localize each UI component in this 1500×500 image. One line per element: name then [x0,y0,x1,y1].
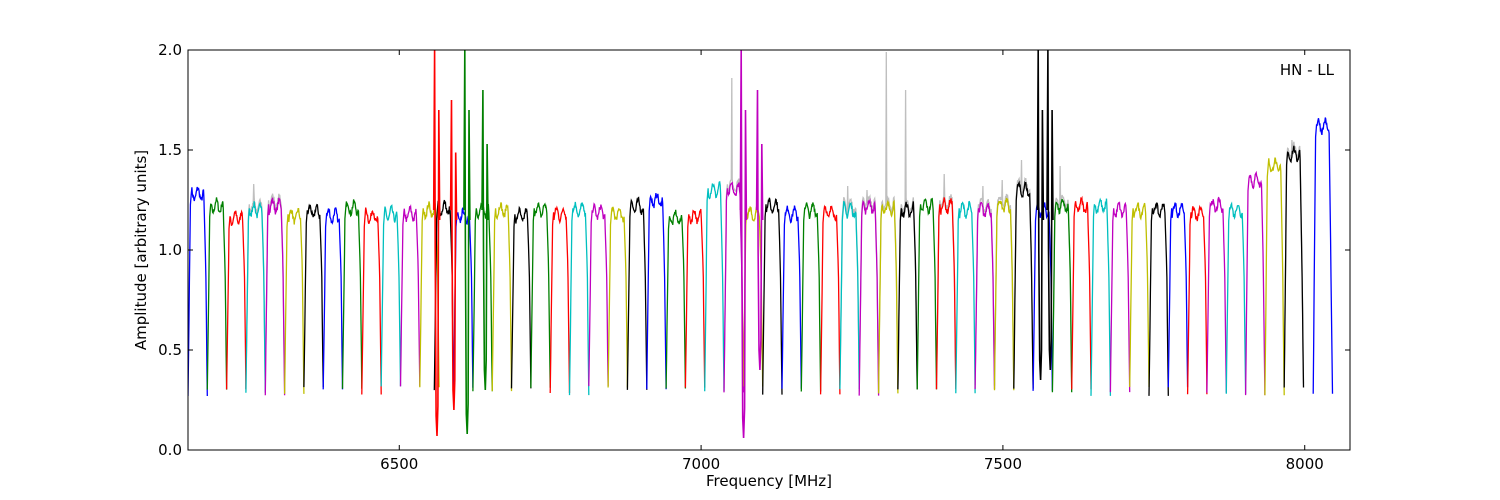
channel-trace-40 [955,200,976,394]
channel-trace-17 [510,205,532,389]
channel-trace-8 [341,199,363,389]
channel-trace-45 [1051,198,1073,393]
channel-trace-18 [530,201,551,388]
y-tick-label: 1.0 [158,241,182,259]
channel-trace-2 [225,209,247,390]
channel-trace-26 [684,208,706,388]
rfi-spike-3 [481,89,489,391]
channel-trace-13 [433,199,455,391]
rfi-spike-2 [463,50,471,435]
channel-trace-37 [897,201,918,390]
channel-trace-43 [1013,180,1034,389]
rfi-spike-6 [1036,50,1045,381]
x-axis-ticks: 6500 7000 7500 8000 [380,50,1324,473]
channel-trace-53 [1206,196,1227,393]
x-tick-label: 7500 [984,455,1022,473]
channel-trace-25 [665,209,687,389]
channel-trace-36 [877,199,899,394]
channel-trace-27 [704,180,725,392]
channel-trace-1 [206,197,228,390]
rfi-spike-traces [432,50,1054,439]
channel-trace-24 [646,193,667,390]
channel-trace-16 [491,202,513,392]
channel-trace-20 [568,201,590,396]
channel-trace-4 [264,197,286,396]
channel-trace-5 [283,208,305,394]
channel-trace-50 [1148,202,1169,396]
channel-trace-46 [1071,195,1092,390]
channel-trace-19 [549,205,571,394]
channel-trace-48 [1109,201,1131,393]
chart-annotation: HN - LL [1280,61,1335,79]
rfi-spike-4 [739,50,748,439]
channel-trace-55 [1244,170,1266,396]
y-axis-ticks: 0.0 0.5 1.0 1.5 2.0 [158,41,1350,459]
channel-trace-0 [188,186,208,397]
x-tick-label: 7000 [682,455,720,473]
channel-trace-49 [1129,202,1150,388]
rfi-spike-0 [432,50,441,437]
channel-trace-6 [303,203,324,388]
channel-trace-35 [858,198,880,396]
channel-trace-41 [974,201,996,390]
y-tick-label: 0.5 [158,341,182,359]
x-tick-label: 8000 [1286,455,1324,473]
channel-trace-33 [819,204,841,395]
channel-trace-39 [935,197,957,390]
rfi-spike-1 [449,99,458,411]
channel-trace-10 [380,204,402,387]
channel-trace-58 [1312,117,1334,394]
channel-trace-3 [245,201,266,393]
rfi-spike-5 [755,89,764,371]
channel-trace-9 [361,207,382,395]
channel-trace-51 [1167,202,1189,388]
channel-trace-42 [993,197,1015,391]
channel-trace-23 [626,196,648,390]
channel-trace-47 [1090,197,1112,396]
channel-trace-30 [762,197,783,395]
channel-trace-21 [588,202,609,387]
channel-trace-54 [1225,201,1247,394]
x-tick-label: 6500 [380,455,418,473]
channel-trace-38 [916,197,938,390]
rfi-spike-7 [1046,50,1054,371]
y-tick-label: 1.5 [158,141,182,159]
channel-trace-31 [781,205,802,389]
channel-trace-22 [607,206,629,388]
channel-trace-56 [1264,157,1285,396]
x-axis-label: Frequency [MHz] [706,472,832,490]
channel-trace-7 [322,207,344,390]
channel-trace-34 [839,200,860,390]
channel-trace-57 [1283,145,1305,388]
channel-trace-32 [800,202,822,392]
y-tick-label: 2.0 [158,41,182,59]
y-tick-label: 0.0 [158,441,182,459]
channel-trace-11 [399,204,421,387]
y-axis-label: Amplitude [arbitrary units] [132,150,150,350]
channel-trace-52 [1186,204,1208,395]
